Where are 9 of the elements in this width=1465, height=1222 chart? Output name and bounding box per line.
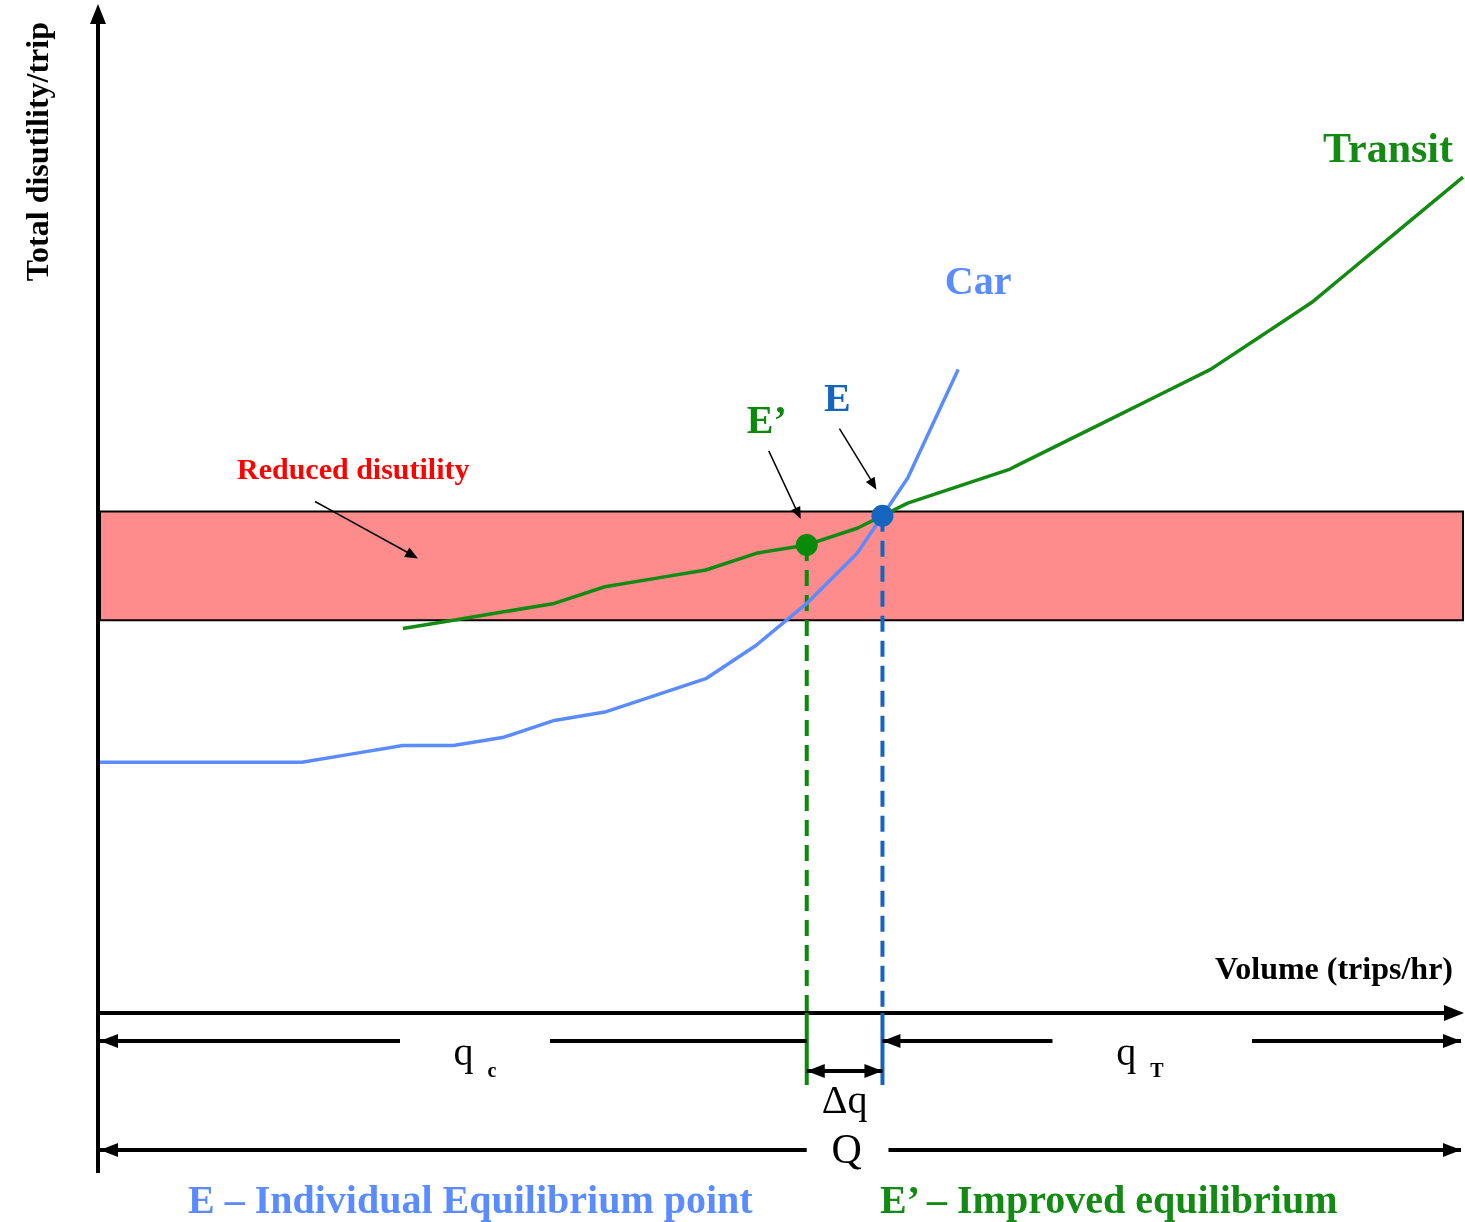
text: E – Individual Equilibrium point <box>188 1177 754 1222</box>
series-label: Transit <box>1323 125 1453 172</box>
series-label: Car <box>944 258 1012 304</box>
annotation: E <box>824 374 851 420</box>
band-label: Reduced disutility <box>237 451 470 485</box>
annotation: E’ <box>746 396 787 442</box>
x-axis-title: Volume (trips/hr) <box>1215 950 1453 986</box>
text: E’ – Improved equilibrium <box>880 1177 1338 1222</box>
y-axis-title: Total disutility/trip <box>19 22 55 282</box>
